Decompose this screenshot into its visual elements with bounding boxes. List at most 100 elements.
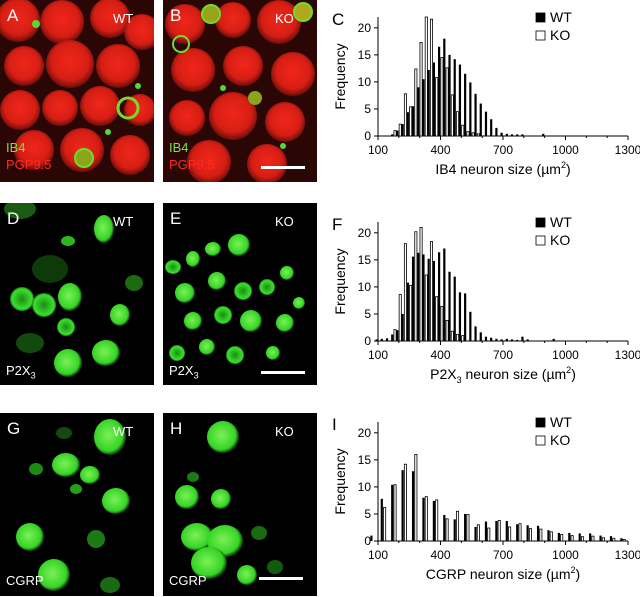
bar-ko [466,514,470,542]
legend-swatch-ko [535,30,546,41]
bar-wt [417,87,420,136]
bar-ko [419,227,423,342]
x-label-text: IB4 neuron size ( [435,161,541,177]
bar-wt [422,254,425,341]
bar-wt [438,252,441,341]
bar-ko [435,499,439,542]
panel-letter: A [7,6,19,25]
x-label-subscript: 3 [457,375,462,385]
x-label-text: ) [576,566,581,582]
bar-wt [380,338,383,341]
genotype-label: KO [275,424,294,439]
bar-wt [505,133,508,136]
bar-wt [411,256,415,341]
bar-wt [510,134,514,136]
y-axis-label: Frequency [332,248,348,314]
x-tick-label: 1300 [615,548,640,562]
bar-wt [490,119,493,136]
y-tick-label: 10 [358,480,372,494]
bar-wt [401,313,404,341]
bar-ko [570,535,574,542]
ib4-pgp-micrograph-ko [163,0,317,182]
bar-wt [453,59,456,136]
bar-wt [411,471,415,541]
x-label-unit: µm [546,366,566,382]
bar-wt [432,62,435,136]
bar-wt [547,530,550,541]
legend-swatch-ko [535,235,546,246]
bar-ko [398,294,402,342]
y-tick-label: 20 [358,426,372,440]
bar-ko [450,94,454,137]
bar-ko [549,531,553,542]
y-tick-label: 15 [358,253,372,267]
x-label-superscript: 2 [566,365,571,375]
bar-wt [432,260,435,341]
genotype-label: WT [113,214,134,229]
bar-wt [375,339,378,341]
bar-ko [403,93,407,137]
bar-wt [500,339,503,341]
legend-label-wt: WT [550,9,572,25]
bar-wt [469,311,472,341]
bar-wt [500,132,503,136]
bar-wt [599,535,602,541]
bar-wt [542,133,545,136]
y-tick-label: 20 [358,21,372,35]
bar-wt [516,524,519,541]
panel-letter: B [170,6,182,25]
y-tick-label: 10 [358,75,372,89]
bar-wt [443,515,446,541]
x-tick-label: 100 [368,143,388,157]
panel-letter: G [7,419,21,438]
bar-ko [440,57,444,137]
bar-wt [391,134,394,136]
x-label-unit: µm [551,566,571,582]
x-axis-label: IB4 neuron size (µm2) [435,160,570,177]
bar-ko [450,330,454,342]
bar-wt [432,500,435,541]
bar-wt [552,338,555,341]
panel-letter: H [170,419,183,438]
bar-ko [591,535,595,542]
stain-label-pgp: PGP9.5 [169,157,215,172]
bar-ko [445,320,449,342]
bar-ko [622,538,626,542]
legend-label-ko: KO [550,27,570,43]
bar-ko [424,274,428,342]
bar-ko [508,526,512,542]
y-tick-label: 0 [364,334,371,348]
bar-wt [526,339,529,341]
bar-ko [560,534,564,542]
y-tick-label: 10 [358,280,372,294]
bar-wt [589,533,592,541]
x-tick-label: 700 [493,348,513,362]
bar-ko [393,130,397,137]
bar-wt [396,130,399,136]
x-tick-label: 1300 [615,143,640,157]
bar-wt [521,336,524,341]
bar-wt [370,535,373,541]
bar-wt [474,326,477,341]
bar-wt [521,134,524,136]
bar-ko [476,524,480,542]
bar-wt [516,134,519,136]
bar-wt [458,292,462,341]
bar-ko [461,335,465,342]
panel-letter: D [7,209,20,228]
panel-e-image: E KO P2X3 [163,203,317,385]
scale-bar [261,166,305,169]
bar-wt [458,64,462,136]
x-label-unit: µm [541,161,561,177]
bar-wt [453,519,456,541]
bar-wt [464,293,467,341]
bar-wt [510,339,514,341]
bar-wt [516,339,519,341]
genotype-label: WT [113,11,134,26]
bar-wt [385,338,389,341]
bar-wt [484,521,488,541]
x-label-superscript: 2 [571,565,576,575]
bar-ko [414,454,418,542]
bar-wt [380,498,383,541]
bar-wt [609,536,613,541]
